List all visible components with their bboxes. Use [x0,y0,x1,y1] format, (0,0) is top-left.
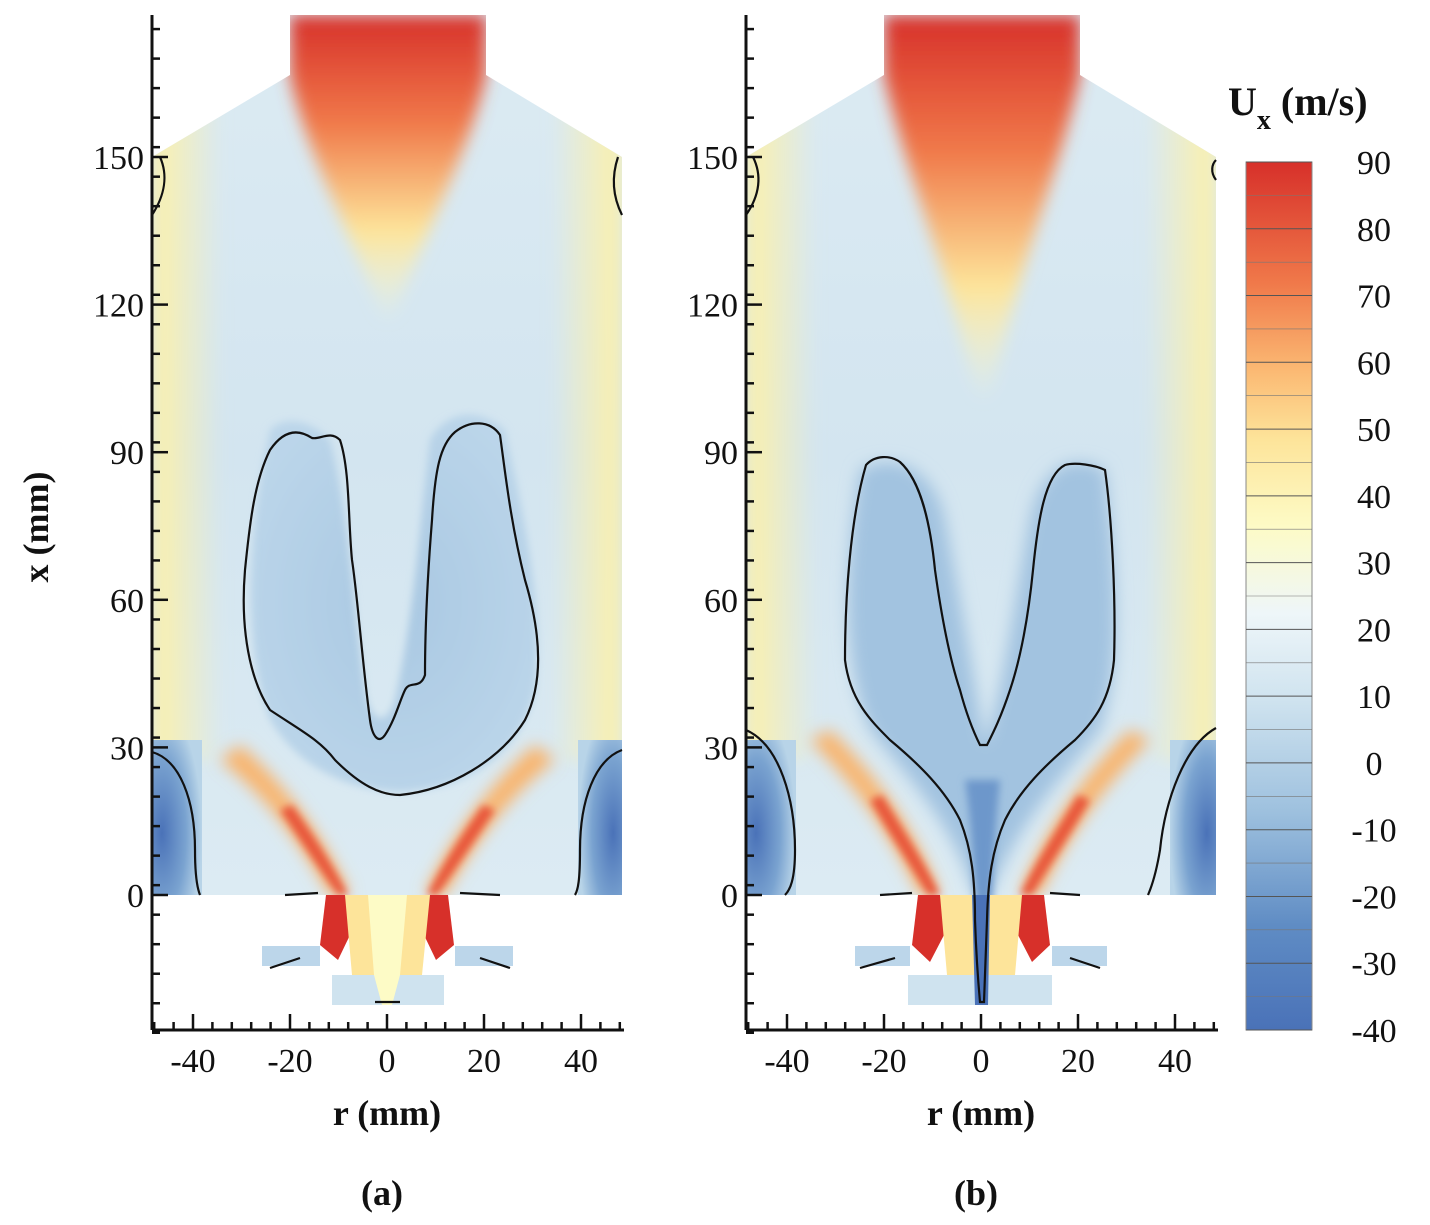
panel-b-velocity-field [746,15,1216,895]
y-tick-label: 120 [687,288,738,325]
panel-b-y-ticks: 0 30 60 90 120 150 [687,27,762,1035]
y-tick-label: 0 [127,878,144,915]
colorbar-tick-label: 80 [1357,212,1391,249]
panel-b-x-ticks: -40 -20 0 20 40 [746,1014,1216,1080]
x-tick-label: -20 [267,1043,312,1080]
colorbar-tick-label: 20 [1357,612,1391,649]
panel-a-velocity-field [152,15,622,895]
panel-a-zero-contours [151,156,623,1004]
panel-b-label: (b) [954,1173,998,1213]
x-tick-label: 0 [379,1043,396,1080]
colorbar-legend: Ux (m/s) 90 80 70 60 50 40 30 20 10 0 -10 -20 -30 -40 [1228,79,1397,1050]
y-tick-label: 60 [110,583,144,620]
panel-a-label: (a) [361,1173,403,1213]
y-tick-label: 30 [110,730,144,767]
colorbar-tick-label: -10 [1351,813,1396,850]
panel-b-contour-plot: 0 30 60 90 120 150 -40 -20 0 20 40 r (mm) (b) [687,15,1218,1213]
colorbar-tick-label: 90 [1357,145,1391,182]
colorbar-tick-label: 0 [1366,746,1383,783]
panel-a-x-ticks: -40 -20 0 20 40 [152,1014,622,1080]
panel-a-axes: 0 30 60 90 120 150 -40 -20 0 20 40 [93,15,624,1080]
colorbar-tick-label: -30 [1351,946,1396,983]
x-tick-label: -40 [170,1043,215,1080]
x-tick-label: 20 [1061,1043,1095,1080]
colorbar-title: Ux (m/s) [1228,79,1368,136]
colorbar-tick-label: 50 [1357,412,1391,449]
panel-b-zero-contours [745,156,1217,1004]
colorbar-tick-label: 70 [1357,279,1391,316]
panel-b-axes: 0 30 60 90 120 150 -40 -20 0 20 40 [687,15,1218,1080]
y-tick-label: 120 [93,288,144,325]
colorbar-level-lines [1246,161,1312,1031]
y-tick-label: 0 [721,878,738,915]
x-tick-label: 40 [564,1043,598,1080]
y-tick-label: 150 [687,140,738,177]
colorbar-tick-label: 60 [1357,345,1391,382]
colorbar-tick-label: -40 [1351,1013,1396,1050]
y-tick-label: 30 [704,730,738,767]
y-tick-label: 60 [704,583,738,620]
colorbar-tick-labels: 90 80 70 60 50 40 30 20 10 0 -10 -20 -30 -40 [1351,145,1396,1050]
panel-b-nozzle-region [855,895,1107,1005]
colorbar-tick-label: 30 [1357,546,1391,583]
x-tick-label: -40 [764,1043,809,1080]
panel-a-y-axis-title: x (mm) [16,472,56,583]
colorbar-tick-label: 40 [1357,479,1391,516]
x-tick-label: 0 [973,1043,990,1080]
x-tick-label: 20 [467,1043,501,1080]
panel-a-x-axis-title: r (mm) [333,1093,441,1133]
y-tick-label: 150 [93,140,144,177]
x-tick-label: -20 [861,1043,906,1080]
panel-b-x-axis-title: r (mm) [927,1093,1035,1133]
panel-a-nozzle-region [262,895,513,1005]
colorbar-tick-label: -20 [1351,879,1396,916]
y-tick-label: 90 [110,435,144,472]
panel-a-y-ticks: 0 30 60 90 120 150 [93,27,168,1035]
x-tick-label: 40 [1158,1043,1192,1080]
colorbar-tick-label: 10 [1357,679,1391,716]
y-tick-label: 90 [704,435,738,472]
